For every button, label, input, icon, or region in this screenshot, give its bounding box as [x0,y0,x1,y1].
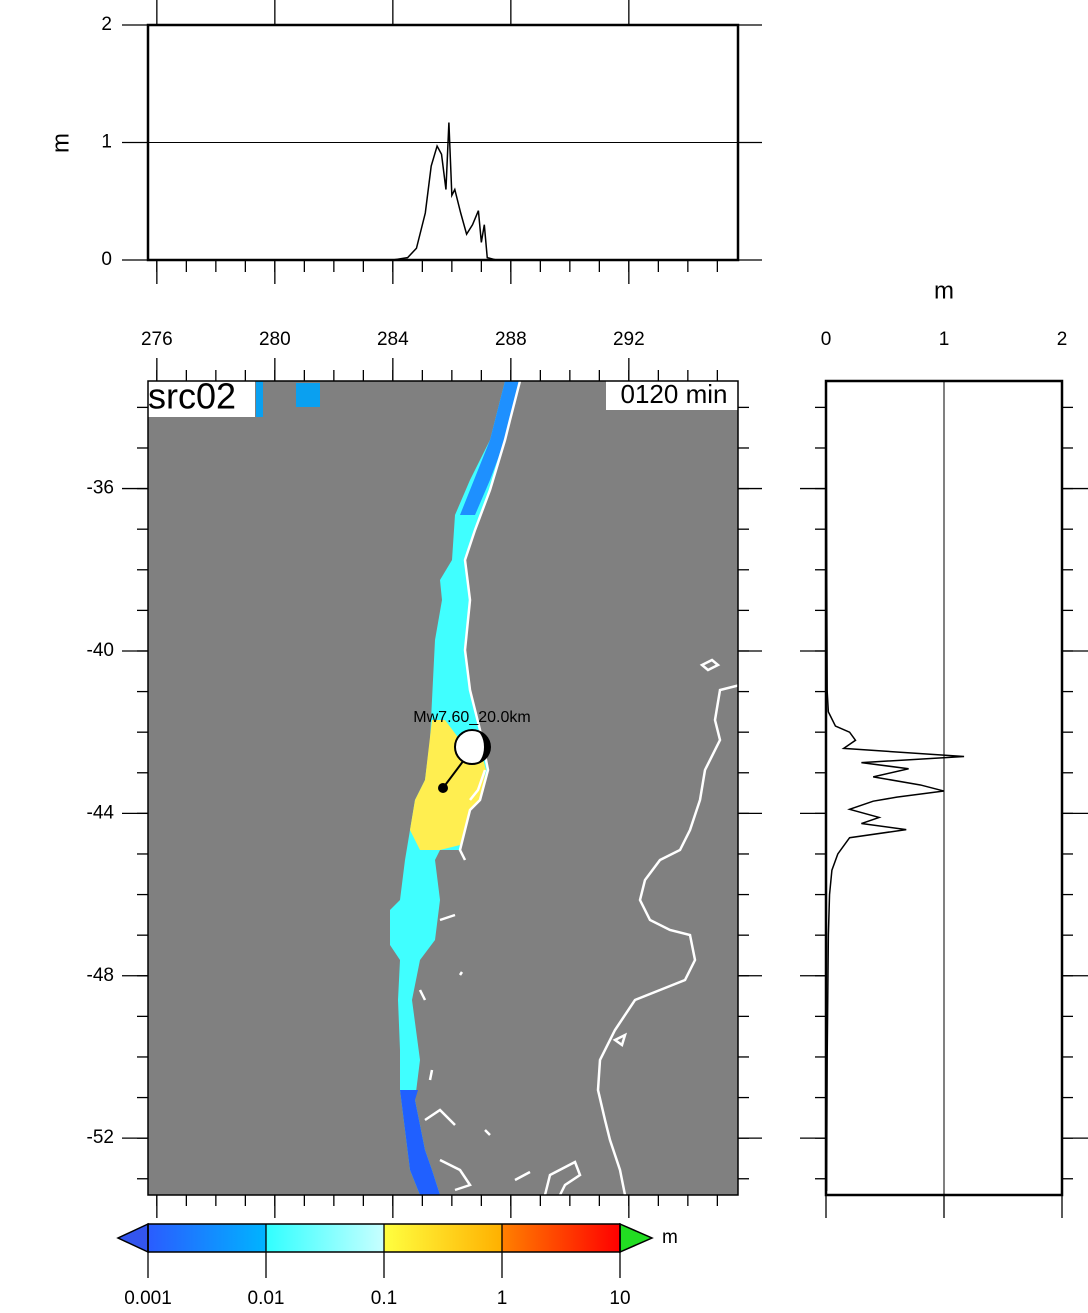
map-art [140,380,745,1196]
profile-line [825,391,965,1191]
map-frame [147,380,739,1196]
epicenter [438,783,448,793]
beachball-half [474,730,491,764]
y-tick-label: -52 [87,1127,114,1148]
colorbar-unit: m [662,1227,678,1248]
colorbar-under [116,1222,149,1254]
y-tick-label: -44 [87,802,115,823]
title-box [140,381,255,417]
colorbar-over [619,1222,654,1254]
wave-zone [460,381,520,515]
colorbar-label: 1 [497,1288,508,1309]
y-axis-label: m [47,133,74,153]
colorbar-segment [148,1224,266,1252]
y-tick-label: 1 [101,132,112,153]
y-tick-label: -36 [87,478,114,499]
colorbar-label: 10 [609,1288,630,1309]
y-tick-label: 2 [101,14,112,35]
x-tick-label: 2 [1057,329,1068,350]
x-tick-label: 276 [141,329,173,350]
colorbar-label: 0.01 [248,1288,285,1309]
wave-zone [400,1090,440,1195]
x-tick-label: 280 [259,329,291,350]
annotation: Mw7.60_20.0km [413,709,530,726]
y-tick-label: -48 [87,965,114,986]
y-tick-label: -40 [87,640,114,661]
y-tick-label: 0 [101,249,112,270]
colorbar-segment [384,1224,502,1252]
colorbar-label: 0.001 [124,1288,172,1309]
x-tick-label: 292 [613,329,645,350]
x-tick-label: 0 [821,329,832,350]
x-tick-label: 288 [495,329,527,350]
colorbar-segment [266,1224,384,1252]
wave-cell [296,383,320,407]
leader [442,759,465,789]
colorbar-segment [502,1224,620,1252]
colorbar-label: 0.1 [371,1288,397,1309]
x-axis-label: m [934,277,954,304]
wave-cell [256,381,263,417]
x-tick-label: 1 [939,329,950,350]
profile-line [392,122,497,261]
coastline [418,380,741,1196]
time-label: 0120 min [621,379,728,409]
map-title: src02 [148,376,236,417]
time-box [606,381,745,410]
x-tick-label: 284 [377,329,409,350]
